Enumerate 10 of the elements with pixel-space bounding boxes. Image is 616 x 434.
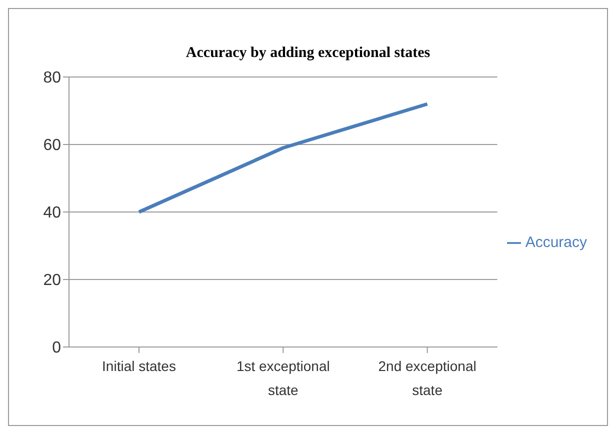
y-tick-label: 60 [43, 137, 62, 154]
y-tick-label: 80 [43, 70, 62, 87]
x-tick-label: 1st exceptional state [236, 358, 330, 398]
x-tick-label: Initial states [102, 358, 176, 374]
x-tick-label: 2nd exceptional state [378, 358, 476, 398]
y-tick-label: 0 [52, 340, 62, 357]
y-tick-label: 40 [43, 204, 62, 222]
legend-label: Accuracy [525, 234, 587, 250]
chart-title: Accuracy by adding exceptional states [184, 45, 432, 63]
y-tick-label: 20 [43, 272, 62, 290]
